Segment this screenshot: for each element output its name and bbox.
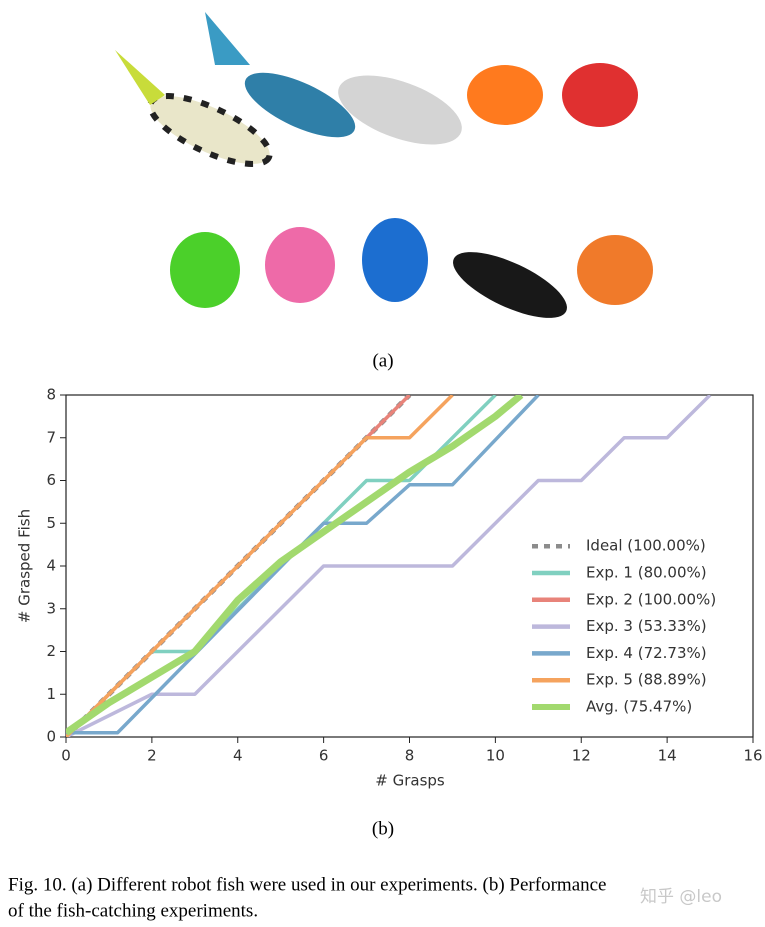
y-tick-label: 8 xyxy=(46,386,56,404)
fish xyxy=(265,227,335,303)
plot-area xyxy=(66,395,712,737)
fish xyxy=(170,232,240,308)
fish-tail xyxy=(115,50,165,105)
series-line xyxy=(66,395,524,736)
x-tick-label: 6 xyxy=(319,747,329,765)
series-line xyxy=(66,395,712,737)
fish xyxy=(453,252,567,318)
fish xyxy=(362,218,428,302)
y-axis-label: # Grasped Fish xyxy=(16,509,34,623)
legend-label: Exp. 4 (72.73%) xyxy=(586,644,707,662)
y-tick-label: 6 xyxy=(46,471,56,489)
y-tick-label: 1 xyxy=(46,685,56,703)
watermark: 知乎 @leo xyxy=(640,887,722,907)
fish-photo xyxy=(115,12,653,318)
legend-label: Exp. 2 (100.00%) xyxy=(586,590,716,608)
x-tick-label: 10 xyxy=(486,747,505,765)
x-tick-label: 14 xyxy=(658,747,677,765)
fish xyxy=(338,75,462,145)
fish xyxy=(562,63,638,127)
y-tick-label: 3 xyxy=(46,599,56,617)
x-tick-label: 8 xyxy=(405,747,415,765)
fish-tail xyxy=(205,12,250,65)
x-tick-label: 16 xyxy=(743,747,762,765)
fish xyxy=(467,65,543,125)
y-tick-label: 0 xyxy=(46,728,56,746)
y-tick-label: 5 xyxy=(46,514,56,532)
legend-label: Exp. 5 (88.89%) xyxy=(586,671,707,689)
caption: Fig. 10. (a) Different robot fish were u… xyxy=(8,874,607,895)
legend-label: Exp. 3 (53.33%) xyxy=(586,617,707,635)
fish xyxy=(577,235,653,305)
x-axis-label: # Grasps xyxy=(375,772,445,790)
legend-label: Ideal (100.00%) xyxy=(586,537,706,555)
caption: of the fish-catching experiments. xyxy=(8,900,258,921)
legend-label: Avg. (75.47%) xyxy=(586,698,692,716)
legend-label: Exp. 1 (80.00%) xyxy=(586,564,707,582)
x-tick-label: 0 xyxy=(61,747,71,765)
series-line xyxy=(66,395,540,735)
x-tick-label: 4 xyxy=(233,747,243,765)
y-tick-label: 7 xyxy=(46,428,56,446)
y-tick-label: 4 xyxy=(46,557,56,575)
panel-label: (b) xyxy=(372,818,394,839)
x-tick-label: 12 xyxy=(572,747,591,765)
x-tick-label: 2 xyxy=(147,747,157,765)
panel-label: (a) xyxy=(372,350,393,371)
fish xyxy=(244,72,356,138)
series-line xyxy=(66,395,454,737)
y-tick-label: 2 xyxy=(46,642,56,660)
